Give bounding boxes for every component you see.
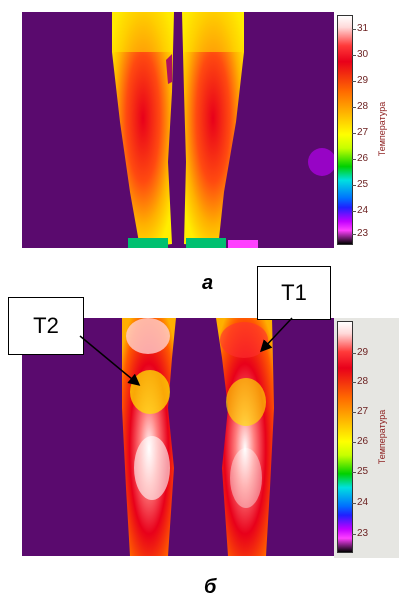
temperature-scale-a: 31 30 29 28 27 26 25 24 23 Температура — [334, 12, 399, 248]
caption-a: a — [202, 272, 214, 294]
callout-t1: T1 — [257, 266, 331, 320]
color-bar-a — [337, 15, 353, 245]
tick-label: 28 — [357, 101, 369, 112]
tick-label: 25 — [357, 179, 369, 190]
tick-label: 25 — [357, 466, 369, 477]
tick-label: 23 — [357, 528, 369, 539]
tick-label: 30 — [357, 49, 369, 60]
tick-label: 27 — [357, 406, 369, 417]
color-bar-b — [337, 321, 353, 553]
thermal-image-a — [22, 12, 334, 248]
tick-label: 24 — [357, 205, 369, 216]
tick-label: 31 — [357, 23, 369, 34]
thermal-image-b — [22, 318, 334, 556]
temperature-scale-b: 29 28 27 26 25 24 23 Температура — [334, 318, 399, 558]
caption-b: б — [204, 576, 217, 598]
tick-label: 24 — [357, 497, 369, 508]
tick-label: 27 — [357, 127, 369, 138]
scale-title-a: Температура — [377, 101, 387, 157]
tick-label: 26 — [357, 436, 369, 447]
scale-title-b: Температура — [377, 409, 387, 465]
callout-t2: T2 — [8, 297, 84, 355]
tick-label: 26 — [357, 153, 369, 164]
tick-label: 23 — [357, 228, 369, 239]
tick-label: 28 — [357, 376, 369, 387]
tick-label: 29 — [357, 347, 369, 358]
tick-label: 29 — [357, 75, 369, 86]
